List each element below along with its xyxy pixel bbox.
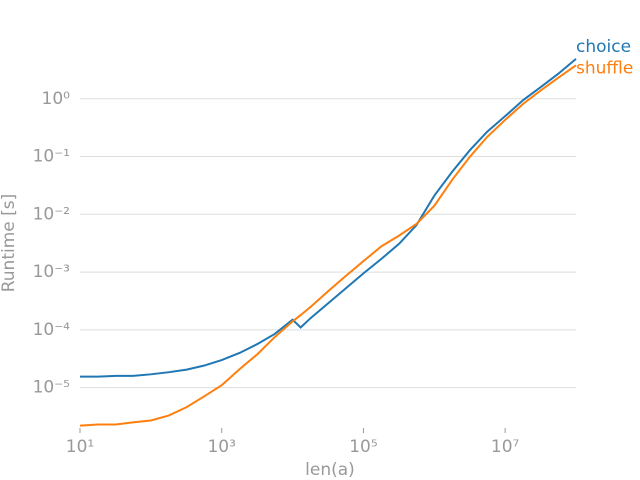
x-tick-label: 10³ bbox=[207, 437, 235, 457]
series-label: shuffle bbox=[576, 58, 633, 78]
y-tick-label: 10⁻⁴ bbox=[33, 320, 71, 340]
series-label: choice bbox=[576, 37, 631, 57]
x-tick-label: 10⁵ bbox=[349, 437, 377, 457]
x-tick-label: 10¹ bbox=[66, 437, 94, 457]
y-tick-label: 10⁰ bbox=[42, 89, 71, 109]
y-tick-label: 10⁻³ bbox=[33, 262, 70, 282]
y-tick-label: 10⁻² bbox=[33, 204, 70, 224]
y-tick-label: 10⁻⁵ bbox=[33, 378, 70, 398]
x-axis-label: len(a) bbox=[305, 460, 355, 480]
line bbox=[80, 58, 577, 378]
line bbox=[79, 64, 577, 427]
x-tick-label: 10⁷ bbox=[491, 437, 520, 457]
y-axis-label: Runtime [s] bbox=[0, 194, 19, 293]
y-tick-label: 10⁻¹ bbox=[33, 147, 70, 167]
